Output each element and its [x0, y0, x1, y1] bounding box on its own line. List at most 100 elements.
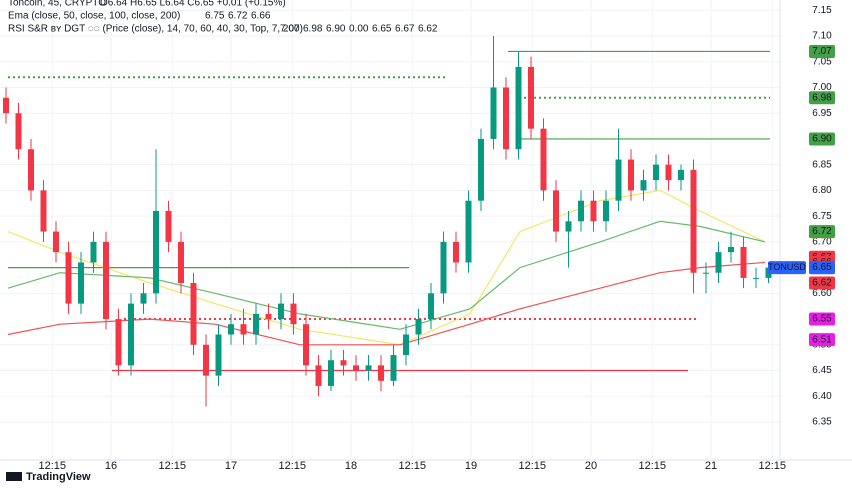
x-tick-label: 12:15	[38, 460, 66, 472]
candle-body	[340, 360, 347, 366]
y-tick-label: 6.60	[812, 288, 832, 299]
x-tick-label: 20	[585, 460, 597, 472]
y-tick-label: 6.85	[812, 159, 832, 170]
indicator-name: Ema (close, 50, close, 100, close, 200)	[8, 11, 180, 22]
x-tick-label: 12:15	[638, 460, 666, 472]
candle-body	[465, 200, 472, 263]
y-tick-label: 7.10	[812, 31, 832, 42]
price-tag-label: 6.51	[812, 334, 832, 345]
ema-line	[7, 189, 766, 346]
candle-body	[740, 247, 747, 278]
candle-body	[553, 190, 559, 232]
candle-body	[315, 365, 322, 386]
x-tick-label: 12:15	[758, 460, 786, 472]
candle-body	[503, 87, 509, 150]
candle-body	[228, 324, 234, 335]
brand-logo	[6, 472, 22, 481]
ema-line	[7, 220, 766, 330]
candle-body	[3, 97, 9, 114]
price-tag-label: 6.90	[812, 134, 832, 145]
candle-body	[15, 113, 22, 150]
x-tick-label: 16	[105, 460, 117, 472]
candle-body	[590, 200, 597, 222]
candle-body	[128, 303, 134, 366]
price-tag	[809, 261, 835, 275]
x-tick-label: 19	[465, 460, 477, 472]
symbol: Toncoin, 45, CRYPTO	[8, 0, 106, 9]
candle-body	[378, 365, 384, 381]
candle-body	[728, 247, 734, 253]
price-tag	[809, 225, 835, 239]
candle-body	[278, 303, 284, 320]
x-tick-label: 21	[705, 460, 717, 472]
y-tick-label: 7.05	[812, 56, 832, 67]
candle-body	[178, 241, 184, 284]
candle-body	[490, 87, 497, 139]
price-tag	[809, 132, 835, 146]
indicator-value: 0.00	[349, 24, 369, 35]
candle-body	[253, 313, 259, 335]
candle-body	[215, 334, 222, 376]
candle-body	[103, 241, 109, 320]
candle-body	[653, 164, 659, 181]
price-tag-label: 6.62	[812, 278, 832, 289]
x-tick-label: 12:15	[158, 460, 186, 472]
candle-body	[365, 365, 372, 371]
indicator-value: 6.62	[418, 24, 438, 35]
candle-body	[140, 293, 147, 304]
symbol-tag	[768, 261, 806, 275]
indicator-value: 7.07	[280, 24, 300, 35]
candle-body	[453, 241, 459, 263]
candle-body	[390, 355, 397, 381]
ohlc: O6.64 H6.65 L6.64 C6.65 +0.01 (+0.15%)	[100, 0, 286, 9]
indicator-name: RSI S&R ʙʏ DGT ◌◌ (Price (close), 14, 70…	[8, 24, 303, 35]
candle-body	[603, 200, 609, 222]
brand[interactable]: TradingView	[26, 471, 91, 483]
price-tag-label: 6.72	[812, 226, 832, 237]
candle-body	[578, 200, 584, 222]
y-tick-label: 6.40	[812, 391, 832, 402]
candle-body	[265, 313, 272, 320]
x-tick-label: 12:15	[518, 460, 546, 472]
price-tag-label: 6.65	[812, 262, 832, 273]
candle-body	[715, 252, 722, 273]
candle-body	[40, 190, 47, 232]
candle-body	[515, 66, 522, 150]
candle-body	[690, 169, 697, 273]
candle-body	[353, 365, 359, 371]
price-tag-label: 6.55	[812, 314, 832, 325]
candle-body	[428, 293, 434, 320]
price-tag	[809, 312, 835, 326]
candle-body	[78, 262, 84, 304]
indicator-value: 6.66	[251, 11, 271, 22]
price-tag	[809, 44, 835, 58]
price-tag-label: 7.07	[812, 46, 832, 57]
candle-body	[478, 138, 484, 201]
candle-body	[640, 180, 647, 191]
candle-body	[203, 344, 209, 376]
y-tick-label: 6.35	[812, 417, 832, 428]
candle-body	[440, 241, 447, 294]
candle-body	[240, 324, 247, 335]
candle-body	[703, 272, 709, 274]
candle-body	[665, 164, 672, 181]
candle-body	[528, 66, 534, 129]
y-tick-label: 6.80	[812, 185, 832, 196]
plot-area	[0, 0, 780, 458]
candle-body	[115, 319, 122, 366]
y-tick-label: 6.45	[812, 365, 832, 376]
indicator-value: 6.67	[395, 24, 415, 35]
candle-body	[153, 210, 159, 294]
x-tick-label: 18	[345, 460, 357, 472]
y-tick-label: 7.00	[812, 82, 832, 93]
candle-body	[290, 303, 297, 325]
price-tag	[809, 276, 835, 290]
candle-body	[90, 241, 97, 263]
price-tag	[809, 333, 835, 347]
candle-body	[403, 334, 409, 356]
y-tick-label: 7.15	[812, 5, 832, 16]
candle-body	[415, 319, 422, 335]
